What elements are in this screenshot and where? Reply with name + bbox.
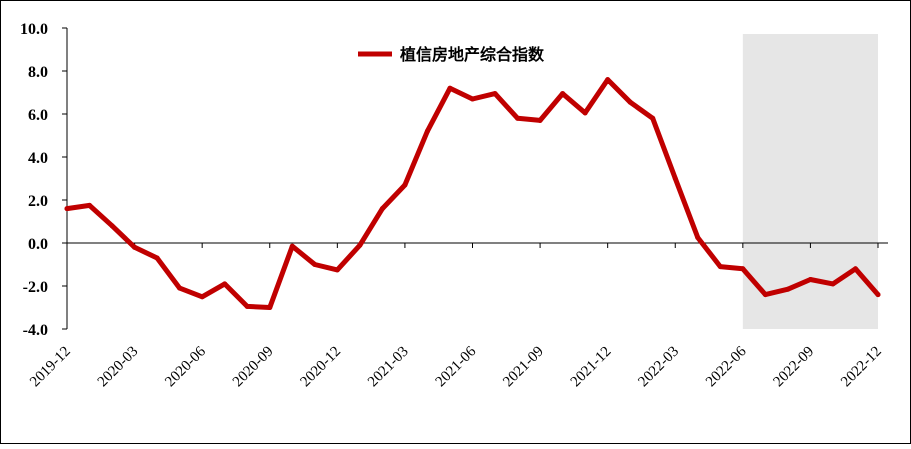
data-point — [312, 262, 318, 267]
data-point — [807, 277, 813, 283]
data-point — [199, 294, 205, 300]
data-point — [672, 176, 678, 181]
data-point — [650, 115, 656, 121]
data-point — [717, 264, 723, 270]
y-tick-label: 10.0 — [20, 21, 48, 38]
data-point — [334, 267, 340, 273]
data-point — [87, 202, 93, 208]
data-point — [627, 99, 633, 105]
data-point — [402, 182, 408, 188]
data-point — [492, 91, 498, 97]
data-point — [695, 235, 701, 241]
data-point — [109, 223, 115, 229]
data-point — [605, 77, 611, 83]
y-tick-label: 8.0 — [28, 64, 48, 81]
data-point — [830, 281, 836, 287]
y-tick-label: -4.0 — [23, 322, 48, 339]
series-points — [64, 77, 881, 310]
data-point — [875, 292, 881, 298]
data-point — [267, 305, 273, 310]
data-point — [222, 281, 228, 287]
data-point — [560, 91, 566, 97]
data-point — [64, 206, 70, 212]
data-point — [515, 115, 521, 121]
data-point — [740, 266, 746, 272]
y-tick-label: 0.0 — [28, 236, 48, 253]
data-point — [785, 286, 791, 292]
legend: 植信房地产综合指数 — [358, 45, 545, 64]
data-point — [762, 292, 768, 298]
data-point — [582, 110, 588, 116]
y-tick-label: 6.0 — [28, 107, 48, 124]
data-point — [357, 242, 363, 248]
data-point — [852, 266, 858, 272]
data-point — [154, 255, 160, 261]
y-axis-ticks: 10.0 8.0 6.0 4.0 2.0 0.0 -2.0 -4.0 — [20, 21, 67, 339]
shaded-region — [742, 34, 878, 329]
legend-label: 植信房地产综合指数 — [399, 45, 545, 64]
data-point — [244, 303, 250, 309]
data-point — [177, 285, 183, 291]
data-point — [132, 244, 138, 250]
data-point — [289, 243, 295, 249]
y-tick-label: 2.0 — [28, 193, 48, 210]
data-point — [537, 117, 543, 123]
y-tick-label: 4.0 — [28, 150, 48, 167]
data-point — [424, 128, 430, 134]
data-point — [470, 96, 475, 102]
data-point — [379, 206, 385, 212]
data-point — [447, 85, 453, 91]
y-tick-label: -2.0 — [23, 279, 48, 296]
